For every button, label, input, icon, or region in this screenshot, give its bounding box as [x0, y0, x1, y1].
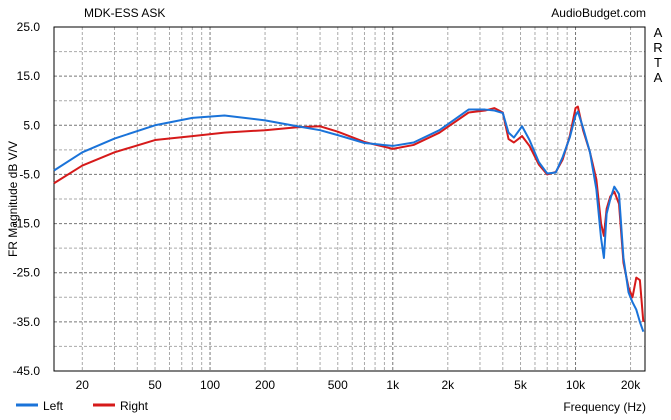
legend: Left Right [16, 399, 149, 413]
chart-title: MDK-ESS ASK [84, 6, 165, 20]
x-tick-label: 100 [200, 378, 220, 392]
y-tick-labels: 25.0 15.0 5.0 -5.0 -15.0 -25.0 -35.0 -45.0 [13, 20, 41, 378]
y-tick-label: 5.0 [23, 118, 40, 132]
x-tick-label: 20k [621, 378, 641, 392]
y-tick-label: 15.0 [17, 69, 41, 83]
legend-label: Left [43, 399, 64, 413]
y-tick-label: 25.0 [17, 20, 41, 34]
legend-item-left: Left [16, 399, 64, 413]
y-tick-label: -45.0 [13, 364, 41, 378]
x-tick-label: 10k [566, 378, 586, 392]
x-tick-label: 5k [514, 378, 528, 392]
legend-label: Right [120, 399, 149, 413]
x-tick-label: 500 [328, 378, 348, 392]
y-axis-label: FR Magnitude dB V/V [6, 141, 20, 257]
y-tick-label: -25.0 [13, 266, 41, 280]
x-tick-label: 1k [386, 378, 400, 392]
series-line-left [53, 108, 645, 333]
y-tick-label: -35.0 [13, 315, 41, 329]
x-axis-label: Frequency (Hz) [563, 400, 646, 414]
series-layer [53, 105, 645, 333]
x-tick-labels: 20 50 100 200 500 1k 2k 5k 10k 20k [76, 378, 642, 392]
x-tick-label: 2k [441, 378, 455, 392]
x-tick-label: 20 [76, 378, 90, 392]
grid [54, 27, 645, 371]
x-tick-label: 50 [148, 378, 162, 392]
legend-item-right: Right [93, 399, 149, 413]
source-label: AudioBudget.com [551, 6, 646, 20]
plot-border [53, 26, 646, 372]
y-tick-label: -5.0 [19, 167, 40, 181]
y-tick-label: -15.0 [13, 217, 41, 231]
x-tick-label: 200 [255, 378, 275, 392]
